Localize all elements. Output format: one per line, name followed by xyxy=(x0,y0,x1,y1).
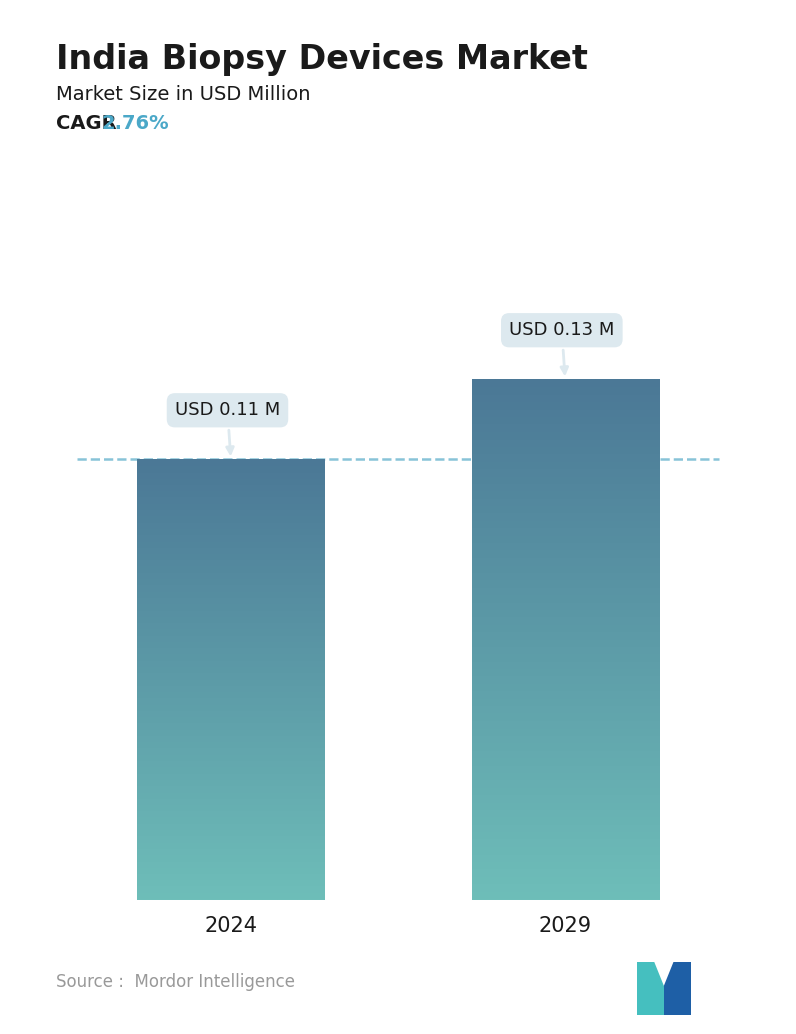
Text: India Biopsy Devices Market: India Biopsy Devices Market xyxy=(56,43,587,77)
Text: USD 0.13 M: USD 0.13 M xyxy=(509,322,615,373)
Text: CAGR: CAGR xyxy=(56,114,123,132)
Text: USD 0.11 M: USD 0.11 M xyxy=(175,401,280,454)
Text: Market Size in USD Million: Market Size in USD Million xyxy=(56,85,310,103)
Text: Source :  Mordor Intelligence: Source : Mordor Intelligence xyxy=(56,973,295,991)
Text: 2.76%: 2.76% xyxy=(102,114,170,132)
